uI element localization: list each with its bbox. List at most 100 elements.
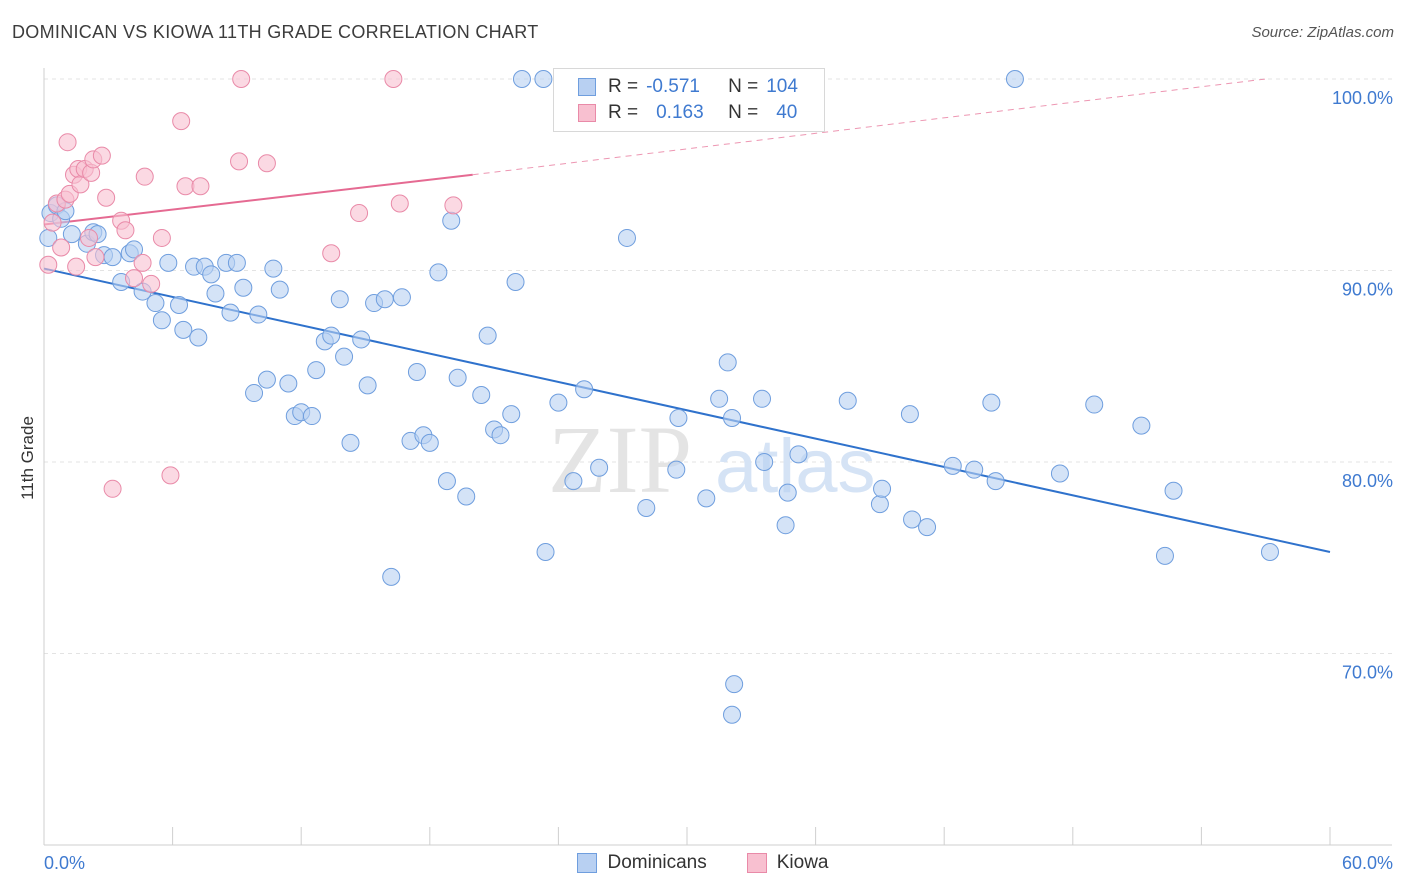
dominicans-point	[457, 487, 476, 506]
dominicans-point	[1155, 546, 1174, 565]
dominicans-point	[146, 294, 165, 313]
kiowa-point	[390, 194, 409, 213]
dominicans-point	[257, 370, 276, 389]
dominicans-point	[502, 405, 521, 424]
dominicans-point	[202, 265, 221, 284]
dominicans-point	[174, 320, 193, 339]
dominicans-swatch	[578, 78, 596, 96]
dominicans-point	[637, 498, 656, 517]
dominicans-point	[392, 288, 411, 307]
kiowa-point	[172, 112, 191, 131]
r-label: R =	[608, 76, 639, 97]
kiowa-point	[58, 133, 77, 152]
dominicans-point	[341, 433, 360, 452]
dominicans-point	[982, 393, 1001, 412]
y-tick-label: 100.0%	[1332, 88, 1393, 108]
dominicans-point	[491, 426, 510, 445]
dominicans-point	[472, 385, 491, 404]
dominicans-point	[575, 380, 594, 399]
kiowa-point	[230, 152, 249, 171]
watermark-zip: ZIP	[548, 406, 692, 513]
dominicans-point	[669, 408, 688, 427]
dominicans-point	[103, 248, 122, 267]
dominicans-point	[279, 374, 298, 393]
dominicans-point	[534, 70, 553, 88]
dominicans-point	[873, 479, 892, 498]
dominicans-point	[437, 472, 456, 491]
dominicans-point	[264, 259, 283, 278]
dominicans-point	[778, 483, 797, 502]
dominicans-point	[307, 361, 326, 380]
dominicans-point	[407, 362, 426, 381]
n-value: 40	[776, 102, 798, 123]
kiowa-point	[103, 479, 122, 498]
dominicans-point	[1005, 70, 1024, 88]
dominicans-point	[564, 472, 583, 491]
r-label: R =	[608, 102, 639, 123]
dominicans-point	[322, 326, 341, 345]
legend-item-dominicans[interactable]: Dominicans	[577, 852, 707, 874]
kiowa-point	[176, 177, 195, 196]
dominicans-point	[776, 516, 795, 535]
dominicans-point	[270, 280, 289, 299]
dominicans-point	[375, 290, 394, 309]
source-label: Source: ZipAtlas.com	[1251, 24, 1394, 41]
kiowa-point	[43, 213, 62, 232]
dominicans-point	[420, 433, 439, 452]
dominicans-point	[221, 303, 240, 322]
dominicans-point	[903, 510, 922, 529]
kiowa-point	[444, 196, 463, 215]
dominicans-point	[245, 384, 264, 403]
legend-label-kiowa: Kiowa	[776, 852, 829, 873]
dominicans-point	[667, 460, 686, 479]
dominicans-point	[478, 326, 497, 345]
dominicans-point	[723, 705, 742, 724]
dominicans-point	[159, 253, 178, 272]
kiowa-point	[161, 466, 180, 485]
axes	[43, 68, 1392, 846]
dominicans-point	[710, 389, 729, 408]
kiowa-point	[39, 255, 58, 274]
r-value: 0.163	[656, 102, 704, 123]
kiowa-point	[52, 238, 71, 257]
series-legend: Dominicans Kiowa	[0, 852, 1406, 874]
dominicans-point	[442, 211, 461, 230]
kiowa-point	[257, 154, 276, 173]
y-tick-label: 80.0%	[1342, 471, 1393, 491]
x-tick-label: 0.0%	[44, 853, 85, 873]
dominicans-point	[986, 472, 1005, 491]
dominicans-point	[429, 263, 448, 282]
y-tick-label: 90.0%	[1342, 280, 1393, 300]
kiowa-point	[133, 253, 152, 272]
dominicans-point	[234, 278, 253, 297]
kiowa-point	[86, 248, 105, 267]
dominicans-swatch	[577, 853, 598, 873]
r-value: -0.571	[646, 76, 700, 97]
dominicans-point	[753, 389, 772, 408]
n-label: N =	[728, 76, 759, 97]
kiowa-point	[97, 188, 116, 207]
kiowa-trend-extension	[472, 78, 1266, 176]
dominicans-point	[943, 456, 962, 475]
legend-item-kiowa[interactable]: Kiowa	[746, 852, 829, 874]
dominicans-point	[725, 675, 744, 694]
dominicans-point	[330, 290, 349, 309]
kiowa-point	[116, 221, 135, 240]
dominicans-point	[352, 330, 371, 349]
dominicans-point	[900, 405, 919, 424]
dominicans-point	[755, 453, 774, 471]
kiowa-point	[232, 70, 251, 88]
kiowa-point	[125, 269, 144, 288]
kiowa-point	[350, 204, 369, 223]
dominicans-point	[1132, 416, 1151, 435]
dominicans-point	[302, 407, 321, 426]
dominicans-point	[506, 272, 525, 291]
dominicans-point	[697, 489, 716, 508]
dominicans-point	[536, 543, 555, 562]
dominicans-point	[1260, 543, 1279, 562]
dominicans-point	[549, 393, 568, 412]
kiowa-point	[80, 228, 99, 247]
dominicans-point	[382, 567, 401, 586]
dominicans-point	[965, 460, 984, 479]
dominicans-point	[206, 284, 225, 303]
